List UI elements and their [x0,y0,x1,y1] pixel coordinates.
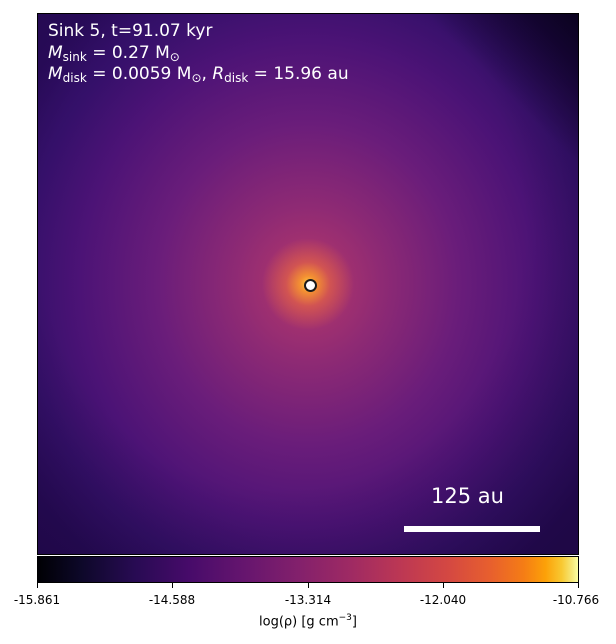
sink-marker-icon [304,279,317,292]
m-disk-symbol: M [48,64,63,84]
colorbar-tick-label: -10.766 [552,593,600,607]
m-disk-value: = 0.0059 M [86,64,192,84]
scalebar-label: 125 au [431,484,504,508]
r-disk-value: = 15.96 au [248,64,349,84]
colorbar-tick [308,583,309,588]
colorbar-label: log(ρ) [g cm−3] [208,613,408,629]
sink-time-label: Sink 5, t=91.07 kyr [48,21,213,41]
density-map: Sink 5, t=91.07 kyr Msink = 0.27 M⊙ Mdis… [37,13,579,555]
colorbar-label-close: ] [351,614,357,630]
disk-separator: , [201,64,213,84]
r-disk-subscript: disk [224,71,249,85]
colorbar [37,556,579,583]
m-sink-symbol: M [48,43,63,63]
scalebar [404,526,540,532]
m-sink-subscript: sink [62,50,87,64]
m-sink-value: = 0.27 M [86,43,170,63]
colorbar-tick [443,583,444,588]
m-disk-subscript: disk [62,71,87,85]
m-disk-unit: ⊙ [191,71,202,85]
colorbar-tick-label: -12.040 [419,593,467,607]
colorbar-tick-label: -15.861 [13,593,61,607]
colorbar-tick-label: -14.588 [148,593,196,607]
colorbar-tick [578,583,579,588]
colorbar-label-exponent: −3 [338,613,352,623]
m-sink-unit: ⊙ [169,50,180,64]
sink-mass-label: Msink = 0.27 M⊙ [48,43,180,68]
disk-properties-label: Mdisk = 0.0059 M⊙, Rdisk = 15.96 au [48,64,349,89]
colorbar-label-text: log(ρ) [g cm [259,614,339,630]
colorbar-tick [172,583,173,588]
colorbar-tick-label: -13.314 [284,593,332,607]
colorbar-tick [37,583,38,588]
r-disk-symbol: R [212,64,225,84]
